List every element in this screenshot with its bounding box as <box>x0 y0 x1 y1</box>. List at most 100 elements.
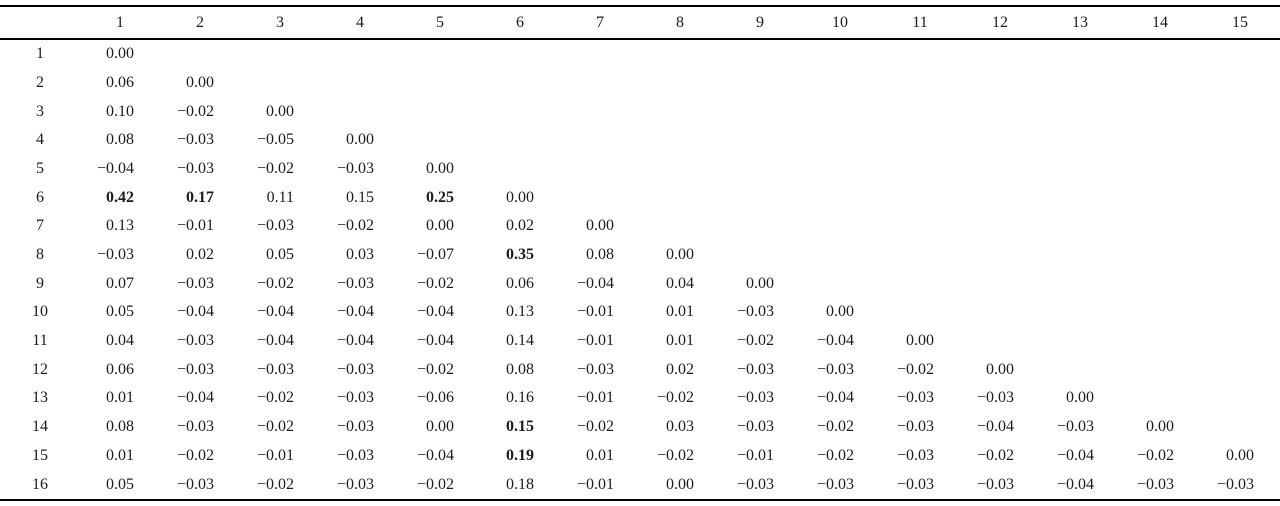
matrix-cell-11-12 <box>960 327 1040 356</box>
matrix-cell-4-8 <box>640 126 720 155</box>
matrix-cell-2-14 <box>1120 69 1200 98</box>
matrix-cell-13-4: −0.03 <box>336 389 374 407</box>
matrix-cell-15-2: −0.02 <box>176 446 214 464</box>
matrix-cell-2-12 <box>960 69 1040 98</box>
table-header: 1 2 3 4 5 6 7 8 9 10 11 12 13 14 15 <box>0 6 1280 40</box>
matrix-cell-5-12 <box>960 155 1040 184</box>
matrix-cell-9-11 <box>880 269 960 298</box>
matrix-cell-8-4: 0.03 <box>346 246 374 264</box>
matrix-cell-12-11: −0.02 <box>896 360 934 378</box>
matrix-cell-14-6: 0.15 <box>506 418 534 436</box>
matrix-cell-3-14 <box>1120 97 1200 126</box>
matrix-cell-15-1: 0.01 <box>106 446 134 464</box>
matrix-cell-5-10 <box>800 155 880 184</box>
matrix-cell-6-15 <box>1200 183 1280 212</box>
matrix-cell-8-8: 0.00 <box>666 246 694 264</box>
matrix-cell-10-14 <box>1120 298 1200 327</box>
matrix-cell-1-6 <box>480 39 560 69</box>
matrix-cell-8-9 <box>720 241 800 270</box>
matrix-cell-7-7: 0.00 <box>586 217 614 235</box>
matrix-cell-6-4: 0.15 <box>346 188 374 206</box>
matrix-cell-10-13 <box>1040 298 1120 327</box>
matrix-cell-11-7: −0.01 <box>576 332 614 350</box>
table-row-5: 5 −0.04 −0.03 −0.02 −0.03 0.00 <box>0 155 1280 184</box>
matrix-cell-12-3: −0.03 <box>256 360 294 378</box>
header-row: 1 2 3 4 5 6 7 8 9 10 11 12 13 14 15 <box>0 6 1280 40</box>
matrix-cell-8-5: −0.07 <box>416 246 454 264</box>
matrix-cell-16-13: −0.04 <box>1056 475 1094 493</box>
matrix-cell-2-13 <box>1040 69 1120 98</box>
matrix-cell-3-10 <box>800 97 880 126</box>
matrix-cell-1-13 <box>1040 39 1120 69</box>
table-row-8: 8 −0.03 0.02 0.05 0.03 −0.07 0.35 0.08 0.00 <box>0 241 1280 270</box>
matrix-cell-6-12 <box>960 183 1040 212</box>
matrix-cell-6-1: 0.42 <box>106 188 134 206</box>
matrix-cell-8-7: 0.08 <box>586 246 614 264</box>
matrix-cell-5-4: −0.03 <box>336 160 374 178</box>
matrix-cell-5-15 <box>1200 155 1280 184</box>
matrix-cell-8-3: 0.05 <box>266 246 294 264</box>
matrix-cell-9-6: 0.06 <box>506 274 534 292</box>
matrix-cell-15-6: 0.19 <box>506 446 534 464</box>
matrix-cell-9-4: −0.03 <box>336 274 374 292</box>
matrix-cell-5-5: 0.00 <box>426 160 454 178</box>
matrix-cell-10-11 <box>880 298 960 327</box>
matrix-cell-1-14 <box>1120 39 1200 69</box>
matrix-cell-15-4: −0.03 <box>336 446 374 464</box>
matrix-cell-15-5: −0.04 <box>416 446 454 464</box>
matrix-cell-13-7: −0.01 <box>576 389 614 407</box>
matrix-cell-16-5: −0.02 <box>416 475 454 493</box>
matrix-cell-10-8: 0.01 <box>666 303 694 321</box>
matrix-cell-5-2: −0.03 <box>176 160 214 178</box>
matrix-cell-10-15 <box>1200 298 1280 327</box>
matrix-cell-15-11: −0.03 <box>896 446 934 464</box>
matrix-cell-13-5: −0.06 <box>416 389 454 407</box>
matrix-cell-13-2: −0.04 <box>176 389 214 407</box>
matrix-cell-11-13 <box>1040 327 1120 356</box>
matrix-cell-10-3: −0.04 <box>256 303 294 321</box>
matrix-cell-9-14 <box>1120 269 1200 298</box>
row-label-11: 11 <box>32 332 48 350</box>
matrix-cell-3-5 <box>400 97 480 126</box>
matrix-cell-16-11: −0.03 <box>896 475 934 493</box>
matrix-cell-16-10: −0.03 <box>816 475 854 493</box>
matrix-cell-6-13 <box>1040 183 1120 212</box>
matrix-cell-5-8 <box>640 155 720 184</box>
matrix-cell-12-8: 0.02 <box>666 360 694 378</box>
matrix-cell-11-3: −0.04 <box>256 332 294 350</box>
matrix-cell-14-7: −0.02 <box>576 418 614 436</box>
matrix-cell-8-15 <box>1200 241 1280 270</box>
matrix-cell-2-1: 0.06 <box>106 74 134 92</box>
column-header-2: 2 <box>160 6 240 40</box>
matrix-cell-13-8: −0.02 <box>656 389 694 407</box>
matrix-cell-4-2: −0.03 <box>176 131 214 149</box>
row-label-1: 1 <box>36 45 44 63</box>
matrix-cell-1-2 <box>160 39 240 69</box>
row-label-7: 7 <box>36 217 44 235</box>
matrix-cell-3-6 <box>480 97 560 126</box>
matrix-cell-16-1: 0.05 <box>106 475 134 493</box>
matrix-cell-14-14: 0.00 <box>1146 418 1174 436</box>
matrix-cell-12-9: −0.03 <box>736 360 774 378</box>
column-header-9: 9 <box>720 6 800 40</box>
matrix-cell-3-11 <box>880 97 960 126</box>
matrix-cell-9-2: −0.03 <box>176 274 214 292</box>
matrix-cell-15-8: −0.02 <box>656 446 694 464</box>
matrix-cell-6-6: 0.00 <box>506 188 534 206</box>
matrix-cell-14-5: 0.00 <box>426 418 454 436</box>
matrix-cell-15-12: −0.02 <box>976 446 1014 464</box>
matrix-cell-8-6: 0.35 <box>506 246 534 264</box>
matrix-cell-13-9: −0.03 <box>736 389 774 407</box>
matrix-cell-10-4: −0.04 <box>336 303 374 321</box>
matrix-cell-6-3: 0.11 <box>266 188 294 206</box>
matrix-cell-1-4 <box>320 39 400 69</box>
matrix-cell-7-9 <box>720 212 800 241</box>
matrix-cell-10-1: 0.05 <box>106 303 134 321</box>
matrix-cell-13-6: 0.16 <box>506 389 534 407</box>
matrix-cell-16-9: −0.03 <box>736 475 774 493</box>
matrix-cell-4-4: 0.00 <box>346 131 374 149</box>
matrix-cell-3-1: 0.10 <box>106 102 134 120</box>
matrix-cell-13-14 <box>1120 384 1200 413</box>
matrix-cell-16-12: −0.03 <box>976 475 1014 493</box>
matrix-cell-14-9: −0.03 <box>736 418 774 436</box>
